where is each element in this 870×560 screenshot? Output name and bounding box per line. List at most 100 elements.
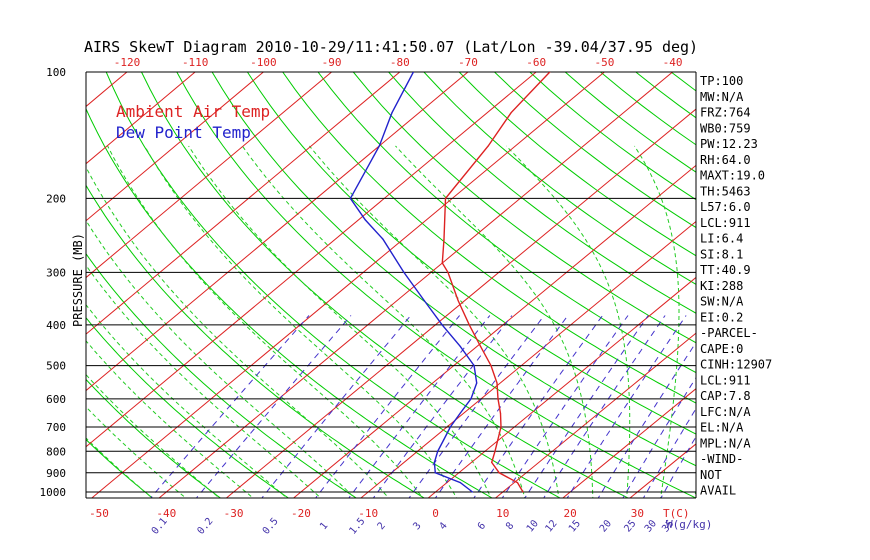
stats-item: NOT [700, 468, 722, 482]
stats-item: RH:64.0 [700, 153, 751, 167]
series-point-dewpoint [443, 438, 445, 441]
pressure-tick-label: 700 [46, 421, 66, 434]
stats-item: CINH:12907 [700, 358, 772, 372]
isotherm-line [360, 220, 696, 498]
dry-adiabat-line [86, 438, 154, 498]
stats-item: EL:N/A [700, 421, 744, 435]
moist-adiabat-line [395, 145, 594, 498]
stats-item: FRZ:764 [700, 106, 751, 120]
bottom-temp-tick-label: 0 [432, 507, 439, 520]
series-point-dewpoint [437, 450, 439, 452]
mixing-ratio-line [434, 315, 569, 498]
chart-title: AIRS SkewT Diagram 2010-10-29/11:41:50.0… [84, 38, 698, 56]
mixing-ratio-tick-label: 3 [411, 521, 423, 533]
bottom-temp-tick-label: 10 [496, 507, 509, 520]
mixing-ratio-line [408, 315, 545, 498]
dry-adiabat-line [388, 72, 696, 314]
dry-adiabat-line [86, 317, 290, 498]
mixing-ratio-line [566, 315, 687, 498]
top-temp-tick-label: -100 [250, 56, 277, 69]
pressure-tick-label: 1000 [40, 486, 67, 499]
bottom-temp-tick-label: -40 [156, 507, 176, 520]
stats-item: PW:12.23 [700, 137, 758, 151]
bottom-temp-tick-label: -20 [291, 507, 311, 520]
moist-adiabat-line [505, 145, 631, 498]
series-point-ambient [498, 472, 500, 474]
mixing-ratio-line [314, 315, 460, 498]
series-point-ambient [468, 324, 470, 326]
series-point-ambient [443, 238, 445, 240]
dry-adiabat-line [211, 72, 696, 467]
top-temp-tick-label: -120 [114, 56, 141, 69]
bottom-temp-tick-label: 20 [563, 507, 576, 520]
mixing-ratio-line [261, 315, 412, 498]
stats-item: L57:6.0 [700, 200, 751, 214]
stats-item: SW:N/A [700, 295, 744, 309]
stats-item: -WIND- [700, 452, 743, 466]
isotherm-line [292, 164, 696, 498]
mixing-ratio-line [473, 315, 604, 498]
series-point-dewpoint [473, 365, 475, 367]
series-point-ambient [487, 145, 489, 147]
pressure-tick-label: 200 [46, 192, 66, 205]
stats-item: LI:6.4 [700, 232, 743, 246]
stats-item: CAP:7.8 [700, 389, 751, 403]
y-axis-label: PRESSURE (MB) [71, 233, 85, 327]
series-point-dewpoint [403, 271, 405, 273]
legend-item-ambient: Ambient Air Temp [116, 102, 270, 121]
stats-item: TH:5463 [700, 184, 751, 198]
pressure-tick-label: 500 [46, 360, 66, 373]
mixing-ratio-line [543, 315, 666, 498]
isotherm-line [761, 63, 870, 501]
dry-adiabat-line [317, 72, 696, 374]
mixing-ratio-line [372, 315, 513, 498]
dry-adiabat-line [86, 378, 222, 498]
mixing-ratio-line [597, 341, 696, 498]
mixing-ratio-line [524, 315, 649, 498]
mixing-ratio-tick-label: 15 [567, 518, 583, 534]
isotherm-line [86, 72, 537, 448]
pressure-tick-label: 600 [46, 393, 66, 406]
stats-item: LCL:911 [700, 216, 751, 230]
isotherm-line [494, 332, 696, 498]
pressure-tick-label: 300 [46, 266, 66, 279]
top-temp-tick-label: -70 [458, 56, 478, 69]
mixing-ratio-line [642, 407, 696, 498]
top-temp-tick-label: -40 [663, 56, 683, 69]
mixing-ratio-tick-label: 0.2 [195, 516, 215, 537]
series-point-dewpoint [476, 382, 478, 384]
dry-adiabat-line [86, 252, 358, 498]
series-point-ambient [500, 426, 502, 428]
mixing-ratio-tick-label: 20 [598, 518, 614, 534]
mixing-ratio-tick-label: 30 [643, 518, 659, 534]
series-point-dewpoint [434, 472, 436, 474]
series-point-dewpoint [349, 197, 351, 199]
series-point-ambient [549, 72, 551, 73]
series-point-dewpoint [391, 112, 393, 114]
dry-adiabat-line [282, 72, 696, 404]
isotherm-line [86, 72, 333, 279]
mixing-ratio-line [622, 376, 696, 498]
bottom-temp-tick-label: -10 [358, 507, 378, 520]
isotherm-line [91, 72, 606, 498]
isotherm-line [0, 63, 2, 501]
stats-item: WB0:759 [700, 121, 751, 135]
stats-item: TT:40.9 [700, 263, 751, 277]
dry-adiabat-line [848, 72, 870, 501]
series-point-dewpoint [470, 398, 472, 400]
dry-adiabat-line [105, 72, 562, 498]
isotherm-line [86, 72, 469, 392]
stats-item: MPL:N/A [700, 436, 751, 450]
top-temp-tick-label: -110 [182, 56, 209, 69]
series-point-dewpoint [459, 412, 461, 414]
mixing-ratio-tick-label: 12 [543, 518, 559, 534]
stats-item: SI:8.1 [700, 247, 743, 261]
dry-adiabat-line [176, 72, 696, 498]
stats-item: MAXT:19.0 [700, 169, 765, 183]
stats-item: LFC:N/A [700, 405, 751, 419]
dry-adiabat-line [742, 72, 870, 501]
stats-item: AVAIL [700, 484, 736, 498]
stats-item: MW:N/A [700, 90, 744, 104]
